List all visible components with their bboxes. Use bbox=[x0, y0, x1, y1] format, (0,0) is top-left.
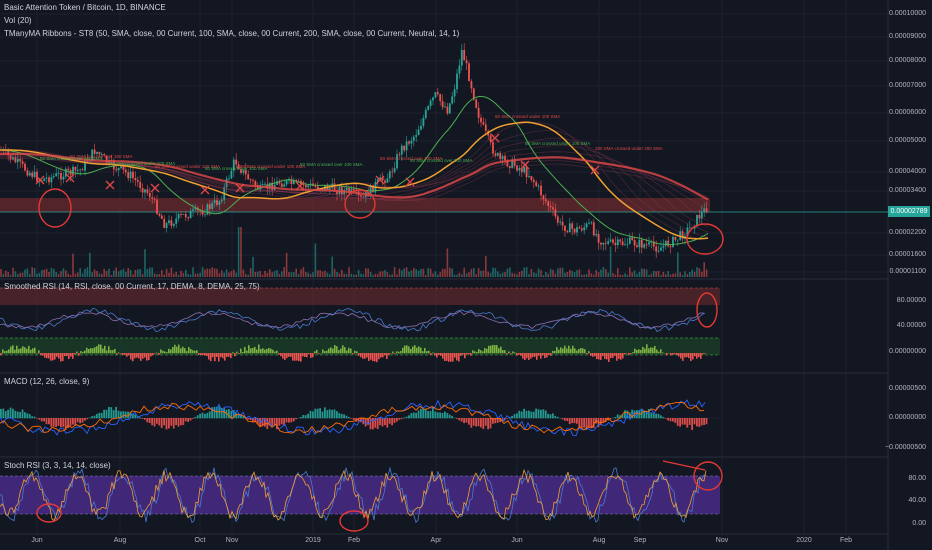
current-price-tag: 0.00002789 bbox=[888, 206, 930, 217]
price-tick: 0.00001600 bbox=[889, 251, 926, 258]
time-tick: Aug bbox=[113, 537, 127, 544]
time-tick: Sep bbox=[633, 537, 647, 544]
price-tick: 0.00003400 bbox=[889, 187, 926, 194]
candlesticks bbox=[0, 43, 708, 258]
rsi-tick: 80.00000 bbox=[896, 297, 926, 304]
price-tick: 0.00004000 bbox=[889, 168, 926, 175]
macd-pane bbox=[0, 399, 720, 437]
cross-label: 50 SMA crossed under 100 SMA bbox=[525, 141, 590, 146]
grid-lines bbox=[0, 0, 888, 534]
cross-label: 50 SMA crossed under 100 SMA bbox=[240, 164, 305, 169]
cross-label: 50 SMA crossed over 100 SMA bbox=[300, 162, 363, 167]
rsi-overbought-band bbox=[0, 288, 720, 305]
stoch-legend[interactable]: Stoch RSI (3, 3, 14, 14, close) bbox=[4, 461, 111, 470]
price-tick: 0.00010000 bbox=[889, 10, 926, 17]
time-tick: Nov bbox=[225, 537, 239, 544]
price-tick: 0.00005000 bbox=[889, 137, 926, 144]
cross-label: 100 SMA crossed under 200 SMA bbox=[595, 146, 663, 151]
macd-tick: 0.00000500 bbox=[889, 385, 926, 392]
resistance-band bbox=[0, 198, 710, 212]
symbol-title: Basic Attention Token / Bitcoin, 1D, BIN… bbox=[4, 3, 166, 12]
time-tick: 2019 bbox=[305, 537, 321, 544]
volume-bars bbox=[0, 227, 708, 277]
macd-tick: −0.00000500 bbox=[884, 444, 926, 451]
circle-annotation-icon bbox=[36, 188, 724, 532]
time-tick: Nov bbox=[715, 537, 729, 544]
time-tick: Oct bbox=[194, 537, 206, 544]
time-tick: Apr bbox=[430, 537, 442, 544]
price-tick: 0.00008000 bbox=[889, 57, 926, 64]
price-tick: 0.00002200 bbox=[889, 229, 926, 236]
smoothed-rsi-pane bbox=[0, 287, 720, 363]
cross-label: 50 SMA crossed under 100 SMA bbox=[110, 161, 175, 166]
price-tick: 0.00006000 bbox=[889, 109, 926, 116]
cross-label: 50 SMA crossed over 100 SMA bbox=[205, 166, 268, 171]
price-tick: 0.00009000 bbox=[889, 33, 926, 40]
stoch-tick: 80.00 bbox=[908, 475, 926, 482]
macd-legend[interactable]: MACD (12, 26, close, 9) bbox=[4, 377, 90, 386]
moving-average-ribbons bbox=[0, 95, 709, 246]
time-tick: Feb bbox=[839, 537, 853, 544]
price-tick: 0.00007000 bbox=[889, 82, 926, 89]
time-tick: Jun bbox=[511, 537, 523, 544]
price-tick: 0.00001100 bbox=[889, 268, 926, 275]
cross-label: 50 SMA crossed over 100 SMA bbox=[70, 154, 133, 159]
time-tick: Aug bbox=[592, 537, 606, 544]
stoch-tick: 40.00 bbox=[908, 497, 926, 504]
macd-tick: 0.00000000 bbox=[889, 414, 926, 421]
volume-legend[interactable]: Vol (20) bbox=[4, 16, 32, 25]
cross-label: 50 SMA crossed under 100 SMA bbox=[495, 114, 560, 119]
rsi-tick: 40.00000 bbox=[896, 322, 926, 329]
cross-label: 50 SMA crossed over 100 SMA bbox=[40, 156, 103, 161]
pane-separators bbox=[0, 0, 889, 550]
ribbons-legend[interactable]: TManyMA Ribbons - ST8 (50, SMA, close, 0… bbox=[4, 29, 460, 38]
time-tick: 2020 bbox=[796, 537, 812, 544]
stoch-tick: 0.00 bbox=[912, 520, 926, 527]
time-tick: Feb bbox=[347, 537, 361, 544]
cross-label: 50 SMA crossed over 200 SMA bbox=[410, 158, 473, 163]
cross-label: 50 SMA crossed over 100 SMA bbox=[380, 156, 443, 161]
cross-label: 50 SMA crossed under 100 SMA bbox=[155, 164, 220, 169]
rsi-tick: 0.00000000 bbox=[889, 348, 926, 355]
rsi-legend[interactable]: Smoothed RSI (14, RSI, close, 00 Current… bbox=[4, 282, 260, 291]
trend-line-annotation bbox=[662, 460, 706, 471]
stoch-rsi-pane bbox=[0, 466, 720, 524]
time-tick: Jun bbox=[31, 537, 43, 544]
